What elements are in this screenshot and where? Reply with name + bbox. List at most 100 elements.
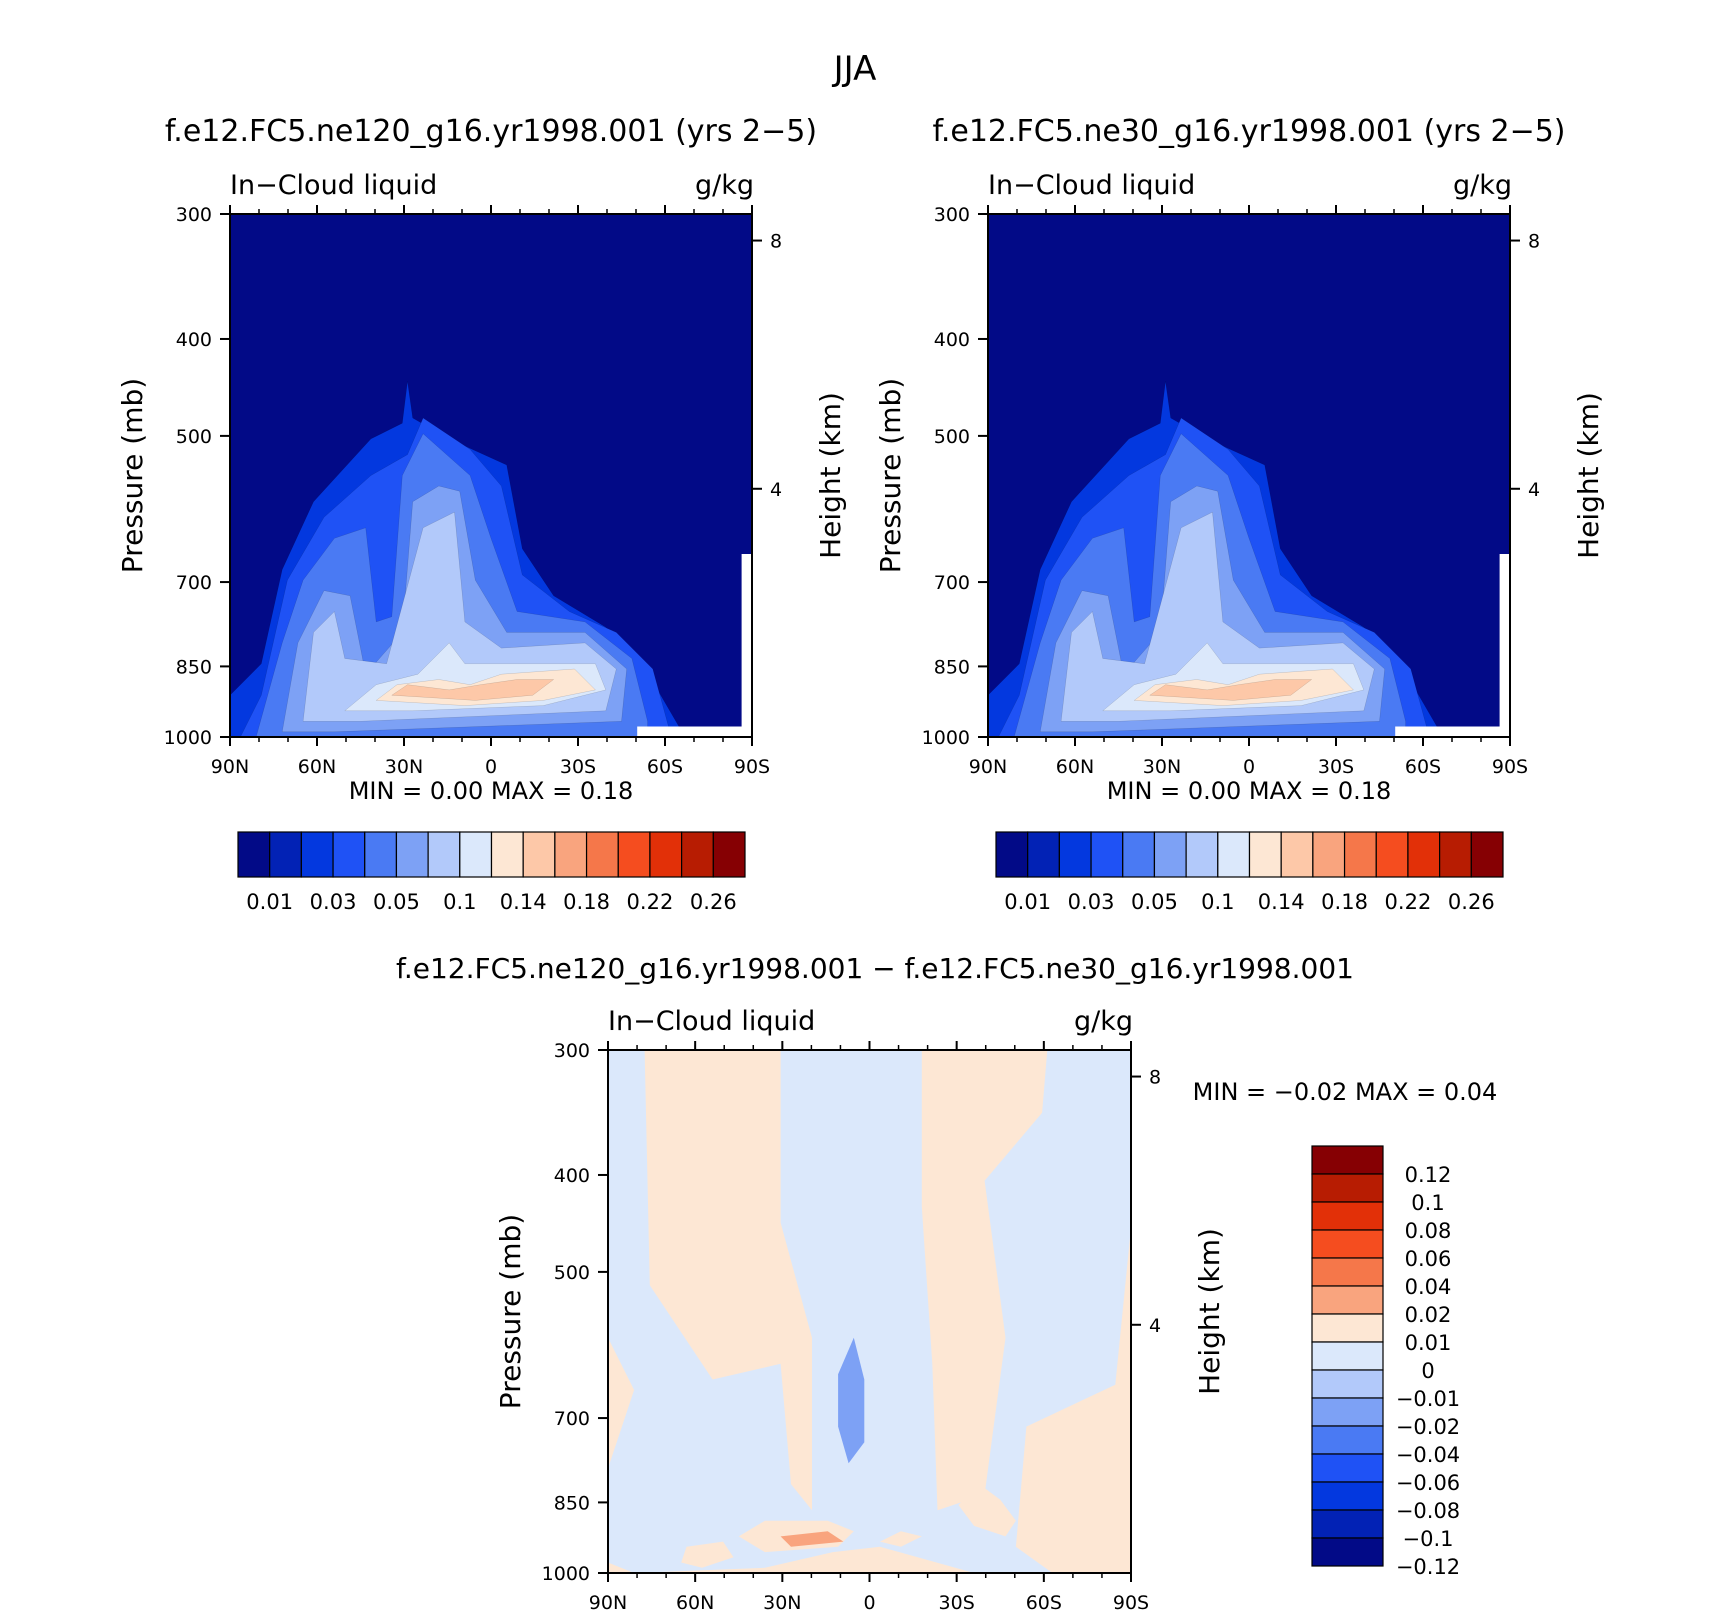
y2-axis: 84 bbox=[752, 231, 782, 501]
colorbar: 0.12 0.1 0.08 0.06 0.04 0.02 0.01 0 −0.01 −0.02 −0… bbox=[1311, 1145, 1460, 1579]
y-tick-label: 850 bbox=[934, 656, 970, 678]
y-tick-label: 300 bbox=[934, 204, 970, 226]
x-tick-label: 30S bbox=[560, 756, 596, 778]
x-tick-label: 60N bbox=[676, 1592, 714, 1614]
x-tick-label: 60S bbox=[1405, 756, 1441, 778]
contour-field bbox=[230, 214, 752, 737]
colorbar-box bbox=[1122, 831, 1156, 878]
colorbar-box bbox=[1311, 1145, 1384, 1175]
colorbar-label: −0.04 bbox=[1396, 1443, 1460, 1467]
x-axis: 90N 60N 30N 0 30S 60S 90S bbox=[969, 205, 1528, 778]
y2-tick-label: 4 bbox=[770, 479, 782, 501]
y-axis-label: Pressure (mb) bbox=[494, 1214, 527, 1409]
y2-axis: 84 bbox=[1510, 231, 1540, 501]
x-tick-label: 90S bbox=[1492, 756, 1528, 778]
x-tick-label: 90N bbox=[211, 756, 249, 778]
colorbar-box bbox=[522, 831, 556, 878]
x-tick-label: 30S bbox=[1318, 756, 1354, 778]
colorbar-box bbox=[364, 831, 398, 878]
colorbar-box bbox=[1311, 1453, 1384, 1483]
colorbar-label: −0.1 bbox=[1403, 1527, 1454, 1551]
colorbar-label: 0.26 bbox=[690, 890, 737, 914]
colorbar-box bbox=[1090, 831, 1124, 878]
colorbar-label: 0.18 bbox=[563, 890, 610, 914]
y-tick-label: 850 bbox=[176, 656, 212, 678]
colorbar-label: 0.22 bbox=[1385, 890, 1432, 914]
colorbar-label: 0.01 bbox=[1405, 1331, 1452, 1355]
y2-tick-label: 4 bbox=[1528, 479, 1540, 501]
x-tick-label: 30N bbox=[1143, 756, 1181, 778]
colorbar-box bbox=[1311, 1509, 1384, 1539]
colorbar-box bbox=[1311, 1425, 1384, 1455]
colorbar-box bbox=[617, 831, 651, 878]
colorbar-box bbox=[269, 831, 302, 878]
colorbar-box bbox=[1439, 831, 1472, 878]
colorbar-box bbox=[585, 831, 619, 878]
colorbar-box bbox=[1311, 1313, 1384, 1343]
min-max-text: MIN = 0.00 MAX = 0.18 bbox=[349, 777, 634, 805]
y2-axis-label: Height (km) bbox=[1572, 392, 1605, 559]
colorbar-box bbox=[1311, 1173, 1384, 1203]
colorbar-box bbox=[1375, 831, 1409, 878]
panel-1: 90N 60N 30N 0 30S 60S 90S300400500700850100084… bbox=[116, 114, 847, 914]
panel-2: 90N 60N 30N 0 30S 60S 90S300400500700850100084… bbox=[874, 114, 1605, 914]
y2-axis: 84 bbox=[1131, 1067, 1161, 1337]
panel-title: f.e12.FC5.ne120_g16.yr1998.001 (yrs 2−5) bbox=[165, 114, 817, 149]
y-axis: 300 400 500 700 850 1000 bbox=[164, 204, 230, 749]
colorbar-box bbox=[1311, 1369, 1384, 1399]
y-tick-label: 500 bbox=[176, 426, 212, 448]
colorbar-box bbox=[1470, 831, 1504, 878]
y-tick-label: 300 bbox=[176, 204, 212, 226]
colorbar-label: 0.1 bbox=[1201, 890, 1234, 914]
left-string: In−Cloud liquid bbox=[230, 170, 437, 201]
colorbar-box bbox=[1312, 831, 1346, 878]
colorbar-label: 0.26 bbox=[1448, 890, 1495, 914]
colorbar-box bbox=[554, 831, 588, 878]
y-tick-label: 1000 bbox=[542, 1563, 590, 1585]
right-string: g/kg bbox=[695, 170, 754, 201]
colorbar-label: 0.01 bbox=[1004, 890, 1051, 914]
colorbar-label: 0.14 bbox=[1258, 890, 1305, 914]
colorbar-label: 0.1 bbox=[1411, 1191, 1444, 1215]
y2-tick-label: 8 bbox=[770, 231, 782, 253]
y-tick-label: 1000 bbox=[164, 727, 212, 749]
colorbar-label: 0.05 bbox=[373, 890, 420, 914]
colorbar-box bbox=[1185, 831, 1219, 878]
colorbar-label: 0.06 bbox=[1405, 1247, 1452, 1271]
y-axis-label: Pressure (mb) bbox=[116, 378, 149, 573]
y-tick-label: 700 bbox=[554, 1408, 590, 1430]
x-tick-label: 90N bbox=[589, 1592, 627, 1614]
difference-title: f.e12.FC5.ne120_g16.yr1998.001 − f.e12.F… bbox=[396, 952, 1354, 985]
y-tick-label: 400 bbox=[176, 329, 212, 351]
colorbar-label: 0.14 bbox=[500, 890, 547, 914]
y-tick-label: 1000 bbox=[922, 727, 970, 749]
y-axis: 300 400 500 700 850 1000 bbox=[922, 204, 988, 749]
colorbar-label: 0.03 bbox=[310, 890, 357, 914]
colorbar-label: 0.03 bbox=[1068, 890, 1115, 914]
y-tick-label: 700 bbox=[934, 572, 970, 594]
colorbar-box bbox=[1311, 1229, 1384, 1259]
y2-tick-label: 8 bbox=[1528, 231, 1540, 253]
colorbar-label: −0.08 bbox=[1396, 1499, 1460, 1523]
colorbar-box bbox=[1280, 831, 1314, 878]
colorbar-label: 0 bbox=[1421, 1359, 1434, 1383]
colorbar-label: 0.08 bbox=[1405, 1219, 1452, 1243]
right-string: g/kg bbox=[1074, 1006, 1133, 1037]
x-tick-label: 30N bbox=[385, 756, 423, 778]
colorbar-box bbox=[649, 831, 683, 878]
colorbar-box bbox=[681, 831, 714, 878]
x-tick-label: 0 bbox=[1243, 756, 1255, 778]
contour-level-4 bbox=[780, 1531, 844, 1547]
panel-3: 90N 60N 30N 0 30S 60S 90S300400500700850100084… bbox=[494, 1006, 1497, 1614]
y-tick-label: 300 bbox=[554, 1040, 590, 1062]
colorbar-box bbox=[1311, 1537, 1384, 1567]
colorbar-box bbox=[1311, 1201, 1384, 1231]
colorbar: 0.01 0.03 0.05 0.1 0.14 0.18 0.22 0.26 bbox=[995, 831, 1504, 914]
colorbar-box bbox=[1217, 831, 1251, 878]
y-tick-label: 500 bbox=[554, 1262, 590, 1284]
y-axis-label: Pressure (mb) bbox=[874, 378, 907, 573]
min-max-text: MIN = −0.02 MAX = 0.04 bbox=[1193, 1078, 1498, 1106]
colorbar-label: 0.18 bbox=[1321, 890, 1368, 914]
contour-level-7 bbox=[681, 1541, 734, 1568]
